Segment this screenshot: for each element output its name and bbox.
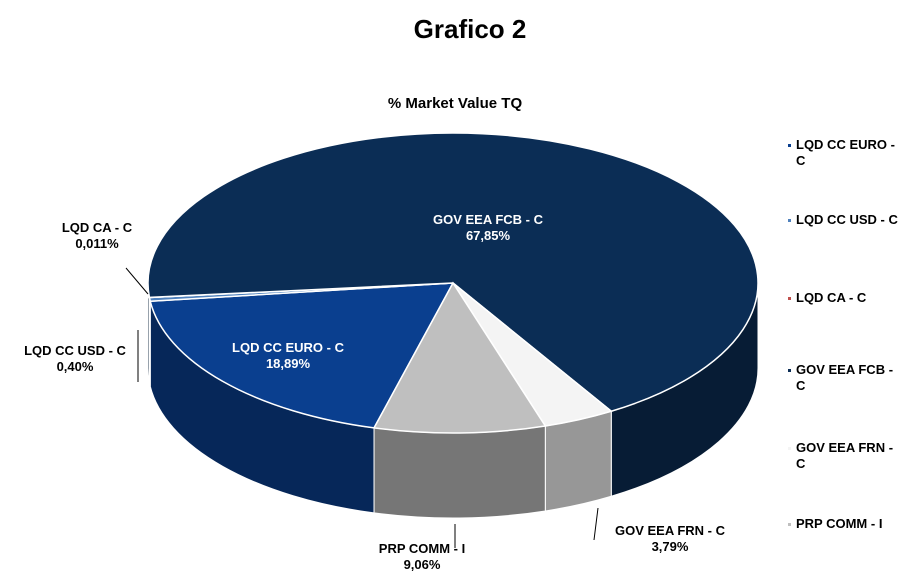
slice bbox=[147, 132, 759, 413]
data-label-name: LQD CC EURO - C bbox=[232, 340, 345, 355]
slice bbox=[149, 282, 455, 429]
legend-label: LQD CC USD - C bbox=[796, 212, 898, 227]
legend-marker bbox=[788, 144, 791, 147]
data-label-value: 0,40% bbox=[57, 359, 94, 374]
legend-item: LQD CC USD - C bbox=[788, 212, 900, 228]
legend-marker bbox=[788, 523, 791, 526]
legend-item: LQD CA - C bbox=[788, 290, 900, 306]
legend-marker bbox=[788, 447, 791, 450]
data-label-value: 9,06% bbox=[404, 557, 441, 572]
data-label-value: 0,011% bbox=[75, 236, 119, 251]
slice-side bbox=[373, 425, 546, 519]
legend-item: GOV EEA FRN - C bbox=[788, 440, 900, 472]
data-label-value: 67,85% bbox=[466, 228, 511, 243]
legend-label: LQD CA - C bbox=[796, 290, 867, 305]
data-label-name: GOV EEA FCB - C bbox=[433, 212, 544, 227]
chart-title: % Market Value TQ bbox=[388, 95, 523, 112]
legend-item: LQD CC EURO - C bbox=[788, 137, 900, 169]
slice bbox=[372, 281, 547, 434]
legend-label: GOV EEA FRN - C bbox=[796, 440, 894, 471]
slice-side bbox=[544, 410, 612, 512]
leader-line bbox=[125, 267, 149, 295]
data-label-value: 18,89% bbox=[266, 356, 311, 371]
data-label-name: LQD CA - C bbox=[62, 220, 133, 235]
legend-marker bbox=[788, 297, 791, 300]
data-label-value: 3,79% bbox=[652, 539, 689, 554]
legend-marker bbox=[788, 219, 791, 222]
legend-marker bbox=[788, 369, 791, 372]
data-label-name: LQD CC USD - C bbox=[24, 343, 126, 358]
data-label-name: PRP COMM - I bbox=[379, 541, 465, 556]
leader-line bbox=[593, 507, 599, 541]
data-label-name: GOV EEA FRN - C bbox=[615, 523, 726, 538]
legend-label: PRP COMM - I bbox=[796, 516, 883, 531]
legend-item: PRP COMM - I bbox=[788, 516, 900, 532]
heading: Grafico 2 bbox=[414, 14, 527, 44]
legend-item: GOV EEA FCB - C bbox=[788, 362, 900, 394]
legend-label: GOV EEA FCB - C bbox=[796, 362, 894, 393]
legend-label: LQD CC EURO - C bbox=[796, 137, 895, 168]
